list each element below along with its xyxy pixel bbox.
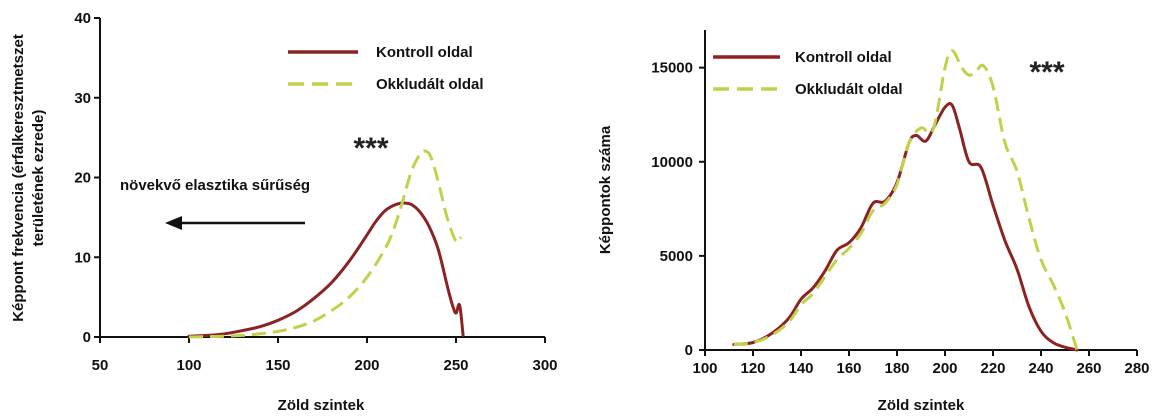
series-line-okkludalt	[188, 149, 463, 339]
y-tick-label: 10000	[651, 154, 693, 171]
x-tick-label: 150	[265, 357, 290, 374]
legend-label-okkludalt: Okkludált oldal	[376, 76, 484, 93]
x-tick-label: 300	[532, 357, 557, 374]
elastica-density-annotation: növekvő elasztika sűrűség	[120, 177, 310, 194]
y-tick-label: 15000	[651, 60, 693, 77]
axes-frame	[704, 30, 1137, 351]
direction-arrow	[165, 216, 305, 230]
y-tick-label: 20	[74, 170, 91, 187]
chart-right: 100 120 140 160 180 200 220 240 260 280 0 5000 10000…	[597, 30, 1150, 414]
y-tick-label: 40	[74, 10, 91, 27]
legend: Kontroll oldal Okkludált oldal	[713, 49, 903, 98]
legend-label-kontroll: Kontroll oldal	[376, 44, 473, 61]
legend-label-kontroll: Kontroll oldal	[795, 49, 892, 66]
x-tick-label: 160	[836, 360, 861, 377]
y-tick-label: 30	[74, 90, 91, 107]
x-tick-label: 180	[884, 360, 909, 377]
x-tick-label: 260	[1076, 360, 1101, 377]
y-tick-label: 5000	[660, 248, 693, 265]
x-tick-label: 240	[1028, 360, 1053, 377]
y-axis-label-line1: Képpont frekvencia (érfalkeresztmetszet	[10, 34, 27, 322]
series-lines	[732, 49, 1079, 352]
legend-label-okkludalt: Okkludált oldal	[795, 81, 903, 98]
series-lines	[187, 149, 465, 339]
x-tick-label: 120	[740, 360, 765, 377]
x-tick-label: 50	[92, 357, 109, 374]
series-line-okkludalt	[733, 49, 1079, 351]
ticks: 100 120 140 160 180 200 220 240 260 280 0 5000 10000…	[651, 60, 1149, 377]
x-tick-label: 200	[354, 357, 379, 374]
x-tick-label: 100	[692, 360, 717, 377]
legend: Kontroll oldal Okkludált oldal	[288, 44, 484, 93]
significance-marker: ***	[1029, 56, 1064, 89]
y-tick-label: 10	[74, 249, 91, 266]
x-tick-label: 140	[788, 360, 813, 377]
y-axis-label: Képpontok száma	[597, 125, 614, 254]
x-axis-label: Zöld szintek	[878, 397, 965, 414]
y-tick-label: 0	[685, 342, 693, 359]
series-line-kontroll	[732, 102, 1079, 352]
y-axis-label-line2: területének ezrede)	[30, 110, 47, 247]
x-tick-label: 200	[932, 360, 957, 377]
y-tick-label: 0	[83, 329, 91, 346]
x-tick-label: 100	[176, 357, 201, 374]
x-axis-label: Zöld szintek	[278, 397, 365, 414]
x-tick-label: 250	[443, 357, 468, 374]
x-tick-label: 220	[980, 360, 1005, 377]
x-tick-label: 280	[1124, 360, 1149, 377]
ticks: 50 100 150 200 250 300 0 10 20 30 40	[74, 10, 557, 374]
series-line-kontroll	[187, 201, 465, 338]
significance-marker: ***	[353, 132, 388, 165]
